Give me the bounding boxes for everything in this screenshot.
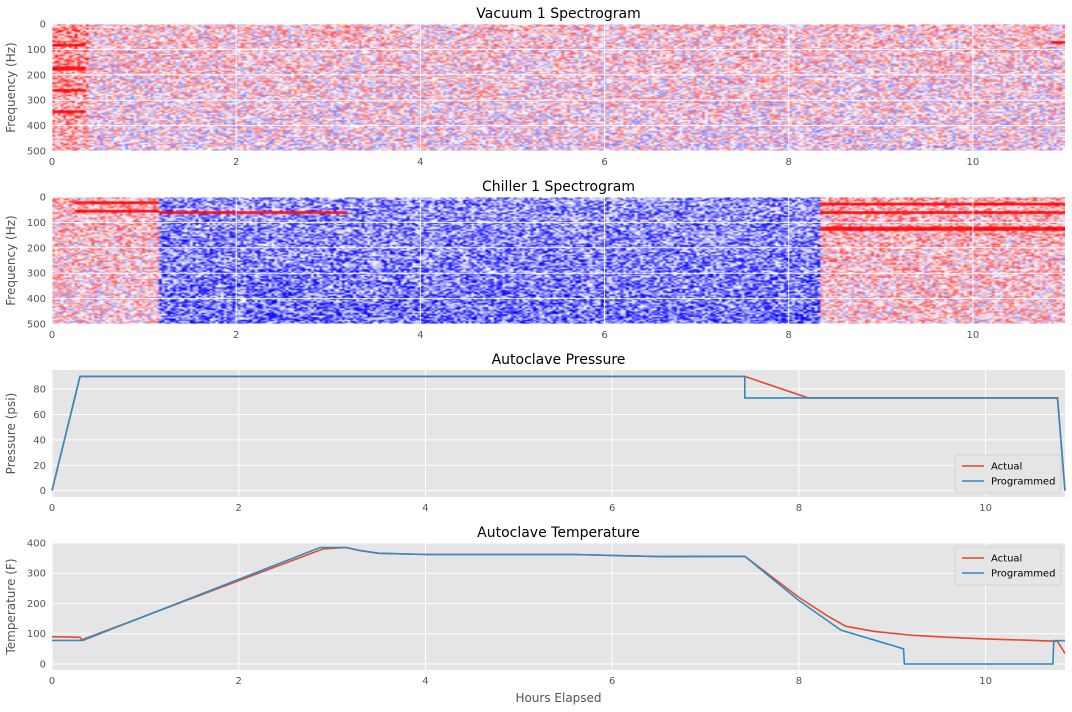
x-tick-label: 10 — [967, 330, 980, 341]
y-tick-label: 0 — [40, 20, 46, 31]
x-tick-label: 2 — [233, 157, 239, 168]
x-tick-label: 8 — [796, 503, 802, 514]
y-tick-label: 400 — [27, 294, 46, 305]
x-axis-label: Hours Elapsed — [515, 691, 601, 705]
x-tick-label: 8 — [796, 676, 802, 687]
y-tick-label: 300 — [27, 569, 46, 580]
y-axis-label: Frequency (Hz) — [4, 42, 18, 133]
chart-title: Vacuum 1 Spectrogram — [476, 6, 640, 22]
legend-label: Programmed — [991, 569, 1055, 580]
series-line-programmed — [52, 546, 1065, 665]
x-tick-label: 0 — [49, 330, 55, 341]
x-tick-label: 2 — [236, 503, 242, 514]
chart-title: Autoclave Temperature — [477, 525, 640, 541]
y-axis-label: Frequency (Hz) — [4, 215, 18, 306]
y-tick-label: 0 — [40, 486, 46, 497]
x-tick-label: 0 — [49, 503, 55, 514]
x-tick-label: 4 — [422, 676, 428, 687]
x-tick-label: 4 — [417, 157, 423, 168]
x-tick-label: 8 — [786, 157, 792, 168]
x-tick-label: 4 — [417, 330, 423, 341]
y-tick-label: 60 — [33, 410, 46, 421]
legend-label: Programmed — [991, 477, 1055, 488]
x-tick-label: 10 — [967, 157, 980, 168]
x-tick-label: 4 — [422, 503, 428, 514]
y-tick-label: 400 — [27, 121, 46, 132]
chart-3: Actual Programmed 0 2 4 6 8 10 0 20 40 60 80 Autoclav… — [4, 352, 1066, 514]
y-tick-label: 0 — [40, 193, 46, 204]
y-tick-label: 20 — [33, 461, 46, 472]
y-tick-label: 500 — [27, 147, 46, 158]
y-tick-label: 100 — [27, 45, 46, 56]
plot-background — [52, 370, 1065, 497]
spectrogram-image — [52, 24, 1065, 151]
y-tick-label: 500 — [27, 320, 46, 331]
spectrogram-image — [52, 197, 1065, 324]
y-tick-label: 400 — [27, 539, 46, 550]
legend-label: Actual — [991, 554, 1022, 565]
x-tick-label: 10 — [979, 503, 992, 514]
y-axis-label: Temperature (F) — [4, 558, 18, 655]
chart-title: Autoclave Pressure — [492, 352, 626, 368]
legend: Actual Programmed — [954, 454, 1062, 494]
legend-box — [954, 454, 1062, 494]
x-tick-label: 6 — [601, 157, 607, 168]
plot-background — [52, 543, 1065, 670]
y-tick-label: 300 — [27, 269, 46, 280]
legend: Actual Programmed — [954, 546, 1062, 586]
y-tick-label: 200 — [27, 243, 46, 254]
x-tick-label: 6 — [601, 330, 607, 341]
x-tick-label: 10 — [979, 676, 992, 687]
x-tick-label: 8 — [786, 330, 792, 341]
x-tick-label: 2 — [236, 676, 242, 687]
x-tick-label: 0 — [49, 157, 55, 168]
x-tick-label: 6 — [609, 503, 615, 514]
y-tick-label: 0 — [40, 659, 46, 670]
y-tick-label: 300 — [27, 96, 46, 107]
x-tick-label: 2 — [233, 330, 239, 341]
series-line-programmed — [51, 375, 1066, 491]
x-tick-label: 6 — [609, 676, 615, 687]
legend-label: Actual — [991, 462, 1022, 473]
y-tick-label: 100 — [27, 218, 46, 229]
y-tick-label: 200 — [27, 599, 46, 610]
y-tick-label: 40 — [33, 435, 46, 446]
y-axis-label: Pressure (psi) — [4, 393, 18, 475]
chart-title: Chiller 1 Spectrogram — [482, 179, 635, 195]
x-tick-label: 0 — [49, 676, 55, 687]
y-tick-label: 80 — [33, 385, 46, 396]
legend-box — [954, 546, 1062, 586]
y-tick-label: 200 — [27, 70, 46, 81]
y-tick-label: 100 — [27, 629, 46, 640]
